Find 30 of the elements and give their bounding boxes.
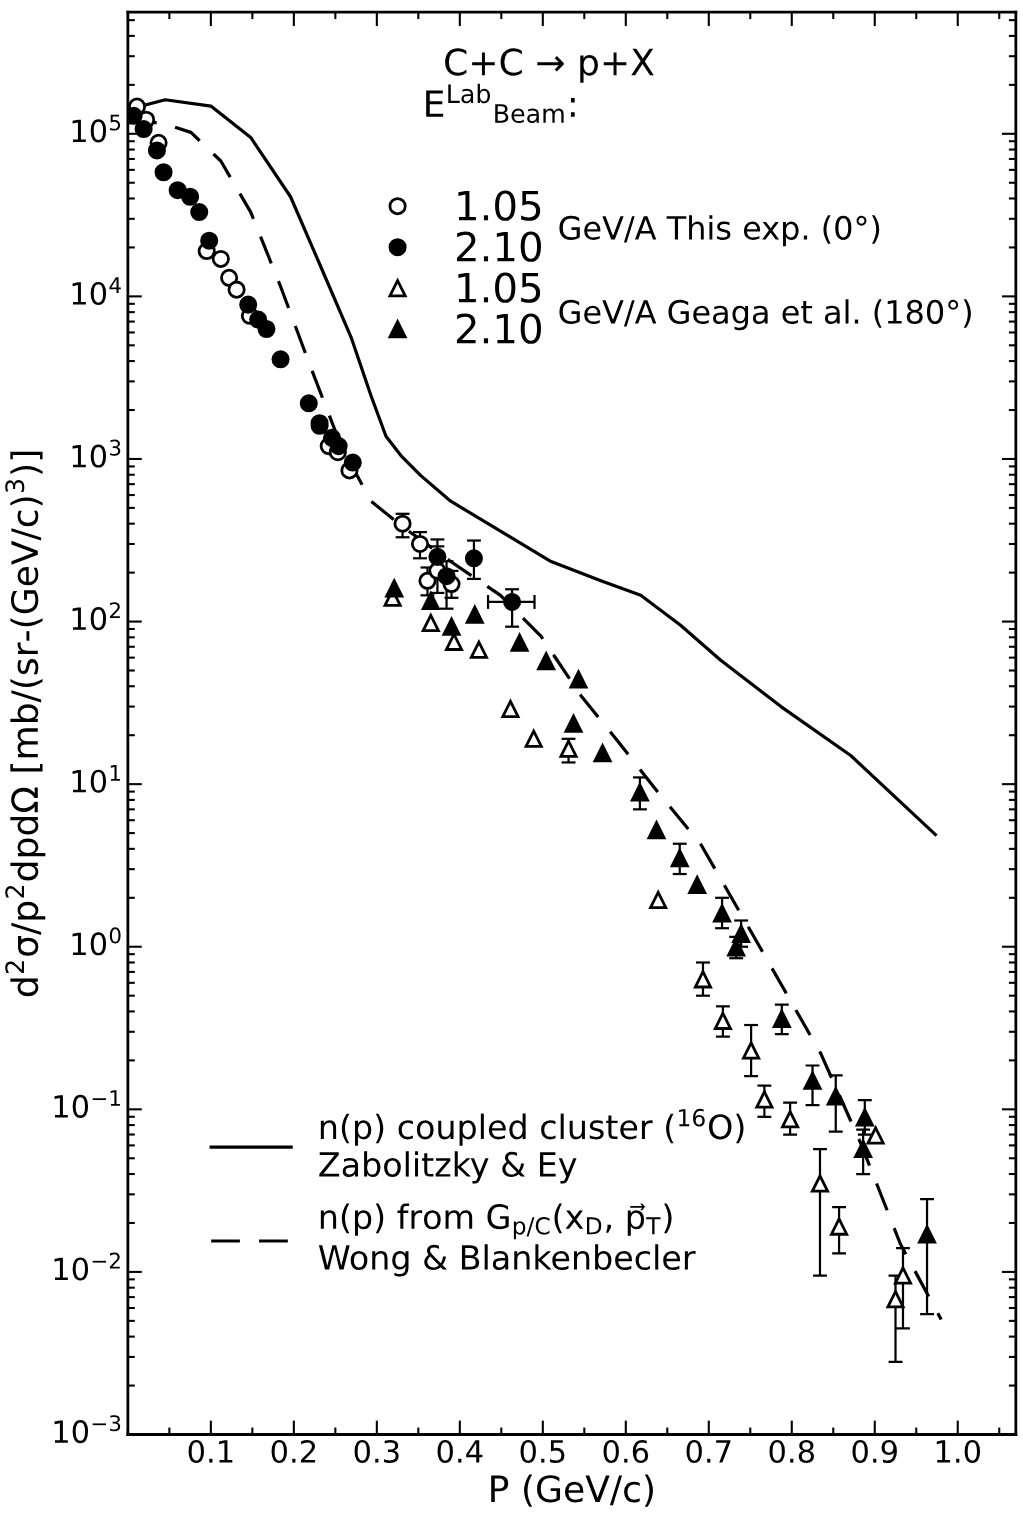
legend-label: 1.05 (458, 272, 541, 303)
annotation: GeV/A Geaga et al. (180°) (559, 299, 971, 331)
y-tick-label: 10$^{1}$ (72, 765, 121, 793)
annotation: GeV/A This exp. (0°) (559, 215, 880, 247)
x-axis-title: P (GeV/c) (491, 1474, 653, 1507)
x-tick-label: 0.7 (686, 1439, 731, 1464)
x-tick-label: 0.2 (271, 1439, 316, 1464)
legend-label: 2.10 (456, 231, 541, 262)
y-tick-label: 10$^{−2}$ (54, 1252, 120, 1281)
legend-label: n(p) from G$_{p/C}$(x$_{D}$, p⃗$_{T}$) Wong & Blankenbecler (318, 1203, 696, 1277)
y-tick-label: 10$^{−1}$ (54, 1090, 120, 1118)
y-axis-title: d$^{2}$σ/p$^{2}$dpdΩ [mb/(sr-(GeV/c)$^{3}$)] (5, 451, 46, 997)
x-tick-label: 0.5 (520, 1439, 565, 1464)
y-tick-label: 10$^{2}$ (72, 602, 120, 631)
y-tick-label: 10$^{−3}$ (54, 1415, 121, 1444)
legend-label: 2.10 (456, 313, 541, 344)
x-tick-label: 0.6 (603, 1439, 649, 1464)
y-tick-label: 10$^{0}$ (72, 927, 121, 956)
x-tick-label: 0.3 (354, 1439, 399, 1464)
y-tick-label: 10$^{3}$ (72, 439, 121, 468)
y-tick-label: 10$^{5}$ (72, 114, 121, 143)
x-tick-label: 1.0 (936, 1439, 981, 1464)
x-tick-label: 0.9 (852, 1439, 897, 1464)
x-tick-label: 0.4 (437, 1439, 483, 1464)
x-tick-label: 0.1 (188, 1439, 233, 1464)
text: C+C → p+X (445, 48, 654, 83)
legend-title: E$^{Lab}$$_{Beam}$: (426, 83, 575, 124)
y-tick-label: 10$^{4}$ (72, 277, 121, 306)
legend-label: 1.05 (458, 190, 541, 221)
x-tick-label: 0.8 (769, 1439, 814, 1464)
